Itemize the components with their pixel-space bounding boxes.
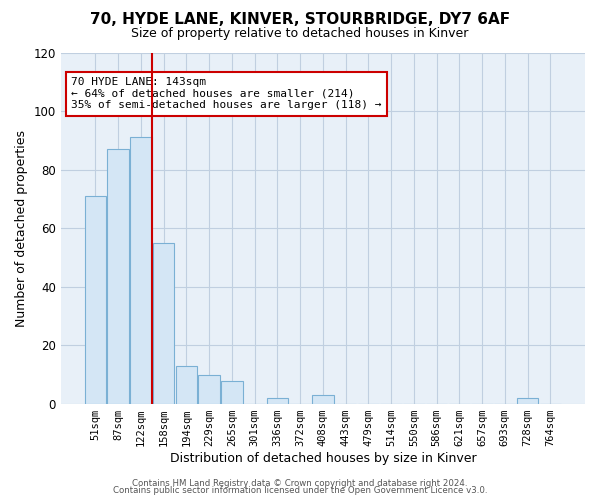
Bar xyxy=(107,149,129,404)
X-axis label: Distribution of detached houses by size in Kinver: Distribution of detached houses by size … xyxy=(170,452,476,465)
Text: Contains HM Land Registry data © Crown copyright and database right 2024.: Contains HM Land Registry data © Crown c… xyxy=(132,478,468,488)
Y-axis label: Number of detached properties: Number of detached properties xyxy=(15,130,28,327)
Bar xyxy=(130,138,152,404)
Bar xyxy=(153,243,175,404)
Text: 70 HYDE LANE: 143sqm
← 64% of detached houses are smaller (214)
35% of semi-deta: 70 HYDE LANE: 143sqm ← 64% of detached h… xyxy=(71,77,382,110)
Text: 70, HYDE LANE, KINVER, STOURBRIDGE, DY7 6AF: 70, HYDE LANE, KINVER, STOURBRIDGE, DY7 … xyxy=(90,12,510,28)
Bar xyxy=(312,396,334,404)
Bar xyxy=(85,196,106,404)
Bar xyxy=(176,366,197,404)
Bar xyxy=(266,398,288,404)
Bar xyxy=(199,375,220,404)
Text: Size of property relative to detached houses in Kinver: Size of property relative to detached ho… xyxy=(131,28,469,40)
Bar xyxy=(221,380,243,404)
Bar xyxy=(517,398,538,404)
Text: Contains public sector information licensed under the Open Government Licence v3: Contains public sector information licen… xyxy=(113,486,487,495)
